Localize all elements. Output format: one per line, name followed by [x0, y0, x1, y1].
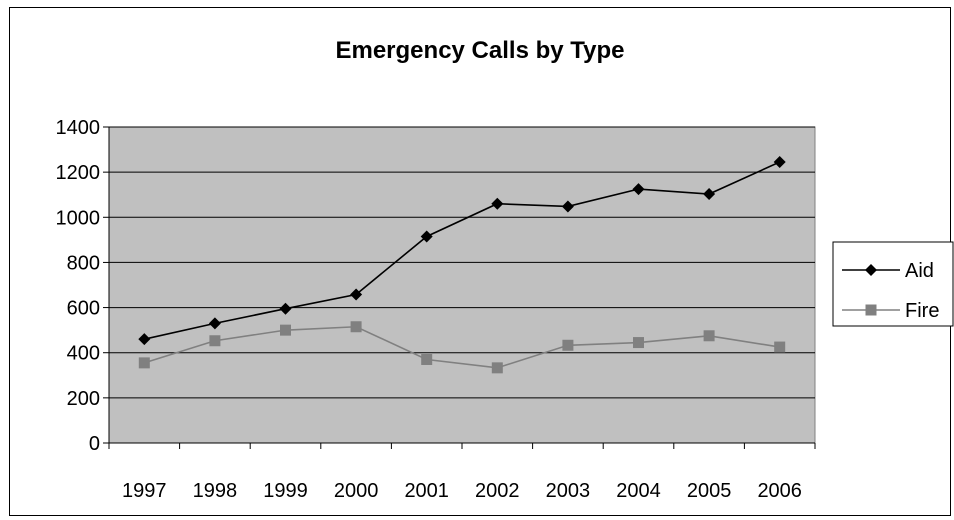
- data-point-fire: [280, 324, 291, 336]
- x-tick-label: 2003: [546, 480, 591, 502]
- legend-box: [832, 241, 954, 327]
- x-tick-label: 2002: [475, 480, 520, 502]
- legend: Aid Fire: [832, 241, 954, 327]
- data-point-fire: [138, 357, 150, 369]
- x-tick-label: 2005: [687, 480, 732, 502]
- data-point-fire: [350, 321, 362, 333]
- data-point-fire: [703, 330, 715, 342]
- x-tick-label: 2004: [616, 480, 661, 502]
- data-point-fire: [491, 362, 503, 374]
- y-tick-label: 800: [67, 252, 100, 274]
- data-point-fire: [421, 353, 433, 365]
- x-tick-label: 2006: [757, 480, 802, 502]
- data-point-aid: [703, 188, 716, 201]
- y-tick-label: 1000: [56, 207, 101, 229]
- y-tick-label: 0: [89, 433, 100, 455]
- data-point-aid: [561, 200, 574, 213]
- x-tick-label: 2001: [404, 480, 449, 502]
- y-tick-label: 600: [67, 298, 100, 320]
- data-point-fire: [562, 339, 574, 351]
- series-layer: [138, 155, 786, 374]
- data-point-fire: [633, 337, 644, 349]
- legend-item-fire: Fire: [842, 300, 939, 322]
- series-fire: [138, 321, 786, 374]
- chart-title: Emergency Calls by Type: [335, 37, 624, 64]
- y-tick-label: 400: [67, 343, 100, 365]
- data-point-fire: [774, 341, 786, 353]
- y-tick-label: 1200: [56, 162, 101, 184]
- data-point-aid: [350, 288, 363, 301]
- data-point-fire: [209, 335, 221, 347]
- data-point-aid: [420, 230, 433, 243]
- y-tick-label: 200: [67, 388, 100, 410]
- legend-marker-fire: [865, 304, 877, 316]
- data-point-aid: [773, 155, 786, 168]
- plot-area: [108, 126, 816, 444]
- series-line-fire: [144, 325, 780, 369]
- series-aid: [138, 155, 786, 346]
- legend-item-aid: Aid: [842, 260, 934, 282]
- axes: [103, 126, 816, 449]
- x-tick-label: 1997: [122, 480, 167, 502]
- x-axis-tick-labels: 1997 1998 1999 2000 2001 2002 2003 2004 2005 2006: [122, 480, 802, 502]
- y-axis-tick-labels: 0 200 400 600 800 1000 1200 1400: [56, 117, 101, 455]
- data-point-aid: [491, 197, 504, 210]
- y-tick-label: 1400: [56, 117, 101, 139]
- data-point-aid: [632, 183, 645, 196]
- series-line-aid: [144, 161, 781, 340]
- data-point-aid: [279, 302, 292, 315]
- gridlines: [109, 126, 815, 399]
- legend-label-fire: Fire: [905, 300, 939, 322]
- data-point-aid: [208, 317, 221, 330]
- data-point-aid: [138, 333, 151, 346]
- legend-label-aid: Aid: [905, 260, 934, 282]
- x-tick-label: 1999: [263, 480, 308, 502]
- x-tick-label: 2000: [334, 480, 379, 502]
- legend-marker-aid: [865, 264, 877, 276]
- x-tick-label: 1998: [193, 480, 238, 502]
